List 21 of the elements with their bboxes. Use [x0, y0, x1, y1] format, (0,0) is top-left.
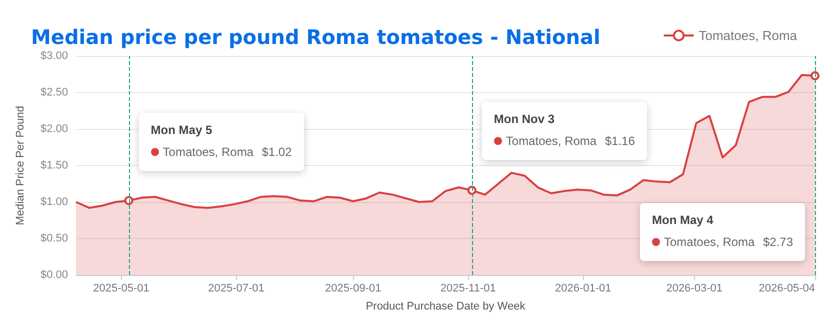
x-tick-label: 2026-05-04 — [758, 282, 815, 294]
chart-title: Median price per pound Roma tomatoes - National — [31, 25, 600, 49]
annotation: Mon May 5 Tomatoes, Roma $1.02 — [150, 122, 292, 159]
legend-label: Tomatoes, Roma — [698, 28, 798, 43]
y-tick-label: $1.00 — [40, 196, 68, 208]
y-tick-label: $2.00 — [40, 123, 68, 135]
y-tick-label: $1.50 — [40, 160, 68, 172]
y-axis-title: Median Price Per Pound — [14, 106, 26, 226]
x-tick-label: 2025-11-01 — [440, 282, 496, 294]
x-axis-title: Product Purchase Date by Week — [366, 300, 526, 312]
annotation: Mon May 4 Tomatoes, Roma $2.73 — [652, 212, 793, 249]
y-tick-label: $2.50 — [40, 86, 68, 98]
y-tick-label: $3.00 — [40, 50, 68, 62]
y-tick-label: $0.00 — [40, 269, 68, 281]
x-tick-label: 2025-05-01 — [93, 282, 150, 294]
x-tick-label: 2025-09-01 — [324, 282, 382, 294]
annotation: Mon Nov 3 Tomatoes, Roma $1.16 — [494, 112, 635, 148]
x-tick-label: 2026-01-01 — [554, 282, 612, 294]
y-tick-label: $0.50 — [40, 232, 68, 244]
x-tick-label: 2025-07-01 — [208, 282, 264, 294]
x-tick-label: 2026-03-01 — [666, 282, 722, 294]
